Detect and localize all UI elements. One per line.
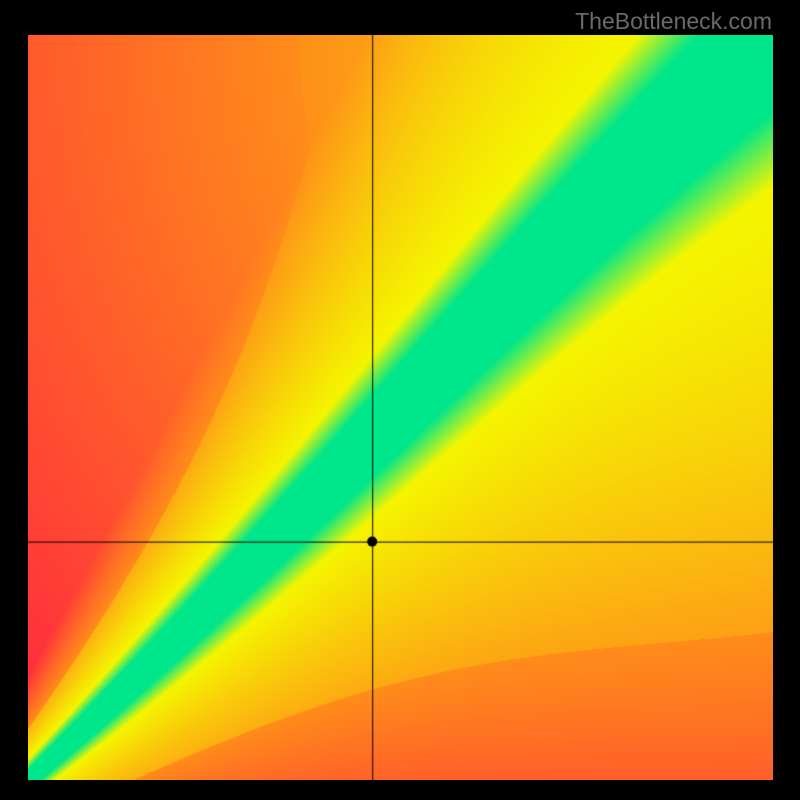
chart-container: TheBottleneck.com xyxy=(0,0,800,800)
watermark-text: TheBottleneck.com xyxy=(575,8,772,35)
bottleneck-heatmap xyxy=(28,35,773,780)
